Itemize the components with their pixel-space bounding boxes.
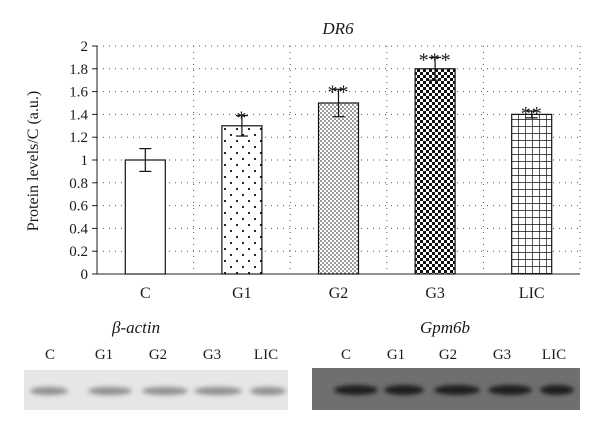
significance-label: * xyxy=(236,108,247,130)
x-tick-label: G2 xyxy=(329,285,349,302)
chart-title: DR6 xyxy=(321,19,354,38)
blot-lane-label: G1 xyxy=(386,347,406,363)
x-tick-label: G1 xyxy=(232,285,252,302)
y-axis-label: Protein levels/C (a.u.) xyxy=(25,91,42,231)
y-tick-label: 0.4 xyxy=(69,221,88,237)
y-tick-label: 1.2 xyxy=(69,130,88,146)
blot-label-gpm6b: Gpm6b xyxy=(420,318,471,337)
blot-lane-label: C xyxy=(340,347,351,363)
blot-band xyxy=(540,385,574,395)
significance-label: ** xyxy=(521,103,543,125)
blot-image-beta-actin xyxy=(24,370,288,410)
axes xyxy=(96,46,580,275)
blot-band xyxy=(142,387,188,395)
blot-band xyxy=(434,385,480,395)
x-tick-label: C xyxy=(140,285,151,302)
y-tick-label: 1 xyxy=(81,153,89,169)
y-tick-label: 1.8 xyxy=(69,62,88,78)
significance-label: ** xyxy=(328,81,350,103)
blot-lane-label: LIC xyxy=(253,347,279,363)
blot-lane-label: G2 xyxy=(438,347,458,363)
bar-c xyxy=(124,159,166,275)
bar-g3 xyxy=(414,68,456,275)
y-tick-labels: 0 0.2 0.4 0.6 0.8 1 1.2 1.4 1.6 1.8 2 xyxy=(69,39,88,283)
y-tick-label: 0.2 xyxy=(69,244,88,260)
blot-lane-label: C xyxy=(44,347,55,363)
blot-label-beta-actin: β-actin xyxy=(112,318,161,337)
bar-g1 xyxy=(221,125,263,275)
y-tick-label: 2 xyxy=(81,39,89,55)
gridlines xyxy=(92,45,581,275)
bar-g2 xyxy=(317,102,360,275)
blot-lane-label: G3 xyxy=(492,347,512,363)
x-tick-labels: C G1 G2 G3 LIC xyxy=(140,285,545,302)
blot-lane-label: G3 xyxy=(202,347,222,363)
blot-band xyxy=(194,387,242,395)
blot-lane-label: G1 xyxy=(94,347,114,363)
bar-lic xyxy=(511,113,553,275)
x-tick-label: G3 xyxy=(425,285,445,302)
y-tick-label: 0.6 xyxy=(69,199,88,215)
bars: ******** xyxy=(124,49,553,275)
y-tick-label: 1.4 xyxy=(69,107,88,123)
blot-band xyxy=(334,385,378,395)
blot-band xyxy=(30,387,68,395)
blot-band xyxy=(384,385,424,395)
blot-band xyxy=(88,387,132,395)
y-tick-label: 0 xyxy=(81,267,89,283)
significance-label: *** xyxy=(419,49,452,71)
x-tick-label: LIC xyxy=(519,285,545,302)
blot-band xyxy=(250,387,286,395)
blot-band xyxy=(488,385,532,395)
blot-lane-label: G2 xyxy=(148,347,168,363)
blot-lane-label: LIC xyxy=(541,347,567,363)
bar-chart: DR6 Protein levels/C (a.u.) ******** 00.… xyxy=(25,19,581,302)
y-tick-label: 1.6 xyxy=(69,85,88,101)
y-tick-label: 0.8 xyxy=(69,176,88,192)
blot-image-gpm6b xyxy=(312,368,580,410)
